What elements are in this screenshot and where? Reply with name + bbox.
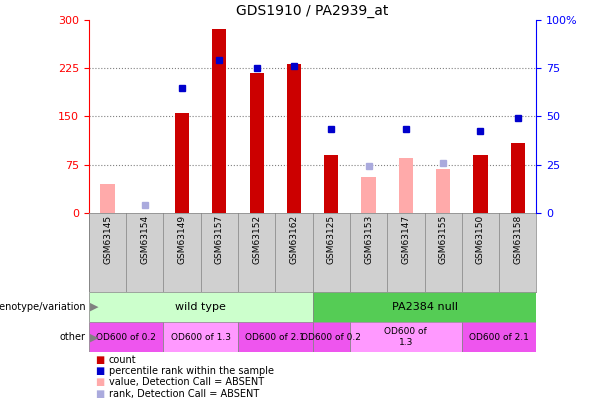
Text: GSM63157: GSM63157 (215, 215, 224, 264)
Bar (89, 292, 313, 322)
Text: count: count (109, 355, 136, 364)
Text: GSM63145: GSM63145 (103, 215, 112, 264)
Text: GSM63147: GSM63147 (402, 215, 410, 264)
Bar (462, 322, 536, 352)
Text: GSM63155: GSM63155 (439, 215, 447, 264)
Title: GDS1910 / PA2939_at: GDS1910 / PA2939_at (237, 4, 389, 18)
Bar (101, 184, 115, 213)
Text: other: other (60, 332, 86, 342)
Text: GSM63149: GSM63149 (178, 215, 186, 264)
Text: OD600 of
1.3: OD600 of 1.3 (384, 328, 427, 347)
Bar (473, 155, 487, 213)
Text: percentile rank within the sample: percentile rank within the sample (109, 366, 273, 376)
Text: ▶: ▶ (90, 332, 99, 342)
Bar (399, 158, 413, 213)
Text: ▶: ▶ (90, 302, 99, 312)
Text: ■: ■ (95, 389, 104, 399)
Bar (313, 322, 350, 352)
Text: PA2384 null: PA2384 null (392, 302, 457, 312)
Text: OD600 of 1.3: OD600 of 1.3 (171, 333, 230, 342)
Bar (511, 143, 525, 213)
Text: ■: ■ (95, 355, 104, 364)
Bar (436, 169, 450, 213)
Text: OD600 of 0.2: OD600 of 0.2 (302, 333, 361, 342)
Bar (362, 177, 376, 213)
Text: GSM63125: GSM63125 (327, 215, 336, 264)
Bar (164, 322, 238, 352)
Text: rank, Detection Call = ABSENT: rank, Detection Call = ABSENT (109, 389, 259, 399)
Text: GSM63150: GSM63150 (476, 215, 485, 264)
Text: GSM63154: GSM63154 (140, 215, 150, 264)
Text: GSM63153: GSM63153 (364, 215, 373, 264)
Text: ■: ■ (95, 377, 104, 387)
Text: value, Detection Call = ABSENT: value, Detection Call = ABSENT (109, 377, 264, 387)
Text: ■: ■ (95, 366, 104, 376)
Bar (287, 64, 301, 213)
Bar (350, 322, 462, 352)
Bar (249, 73, 264, 213)
Text: GSM63152: GSM63152 (252, 215, 261, 264)
Bar (313, 292, 536, 322)
Text: OD600 of 2.1: OD600 of 2.1 (469, 333, 529, 342)
Text: GSM63158: GSM63158 (513, 215, 522, 264)
Text: wild type: wild type (175, 302, 226, 312)
Text: GSM63162: GSM63162 (289, 215, 299, 264)
Text: OD600 of 2.1: OD600 of 2.1 (245, 333, 305, 342)
Bar (89, 322, 164, 352)
Bar (175, 113, 189, 213)
Bar (238, 322, 313, 352)
Bar (324, 155, 338, 213)
Text: genotype/variation: genotype/variation (0, 302, 86, 312)
Bar (212, 29, 226, 213)
Text: OD600 of 0.2: OD600 of 0.2 (96, 333, 156, 342)
